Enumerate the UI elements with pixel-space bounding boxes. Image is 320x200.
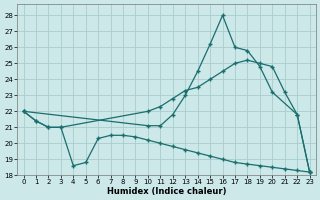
X-axis label: Humidex (Indice chaleur): Humidex (Indice chaleur)	[107, 187, 226, 196]
